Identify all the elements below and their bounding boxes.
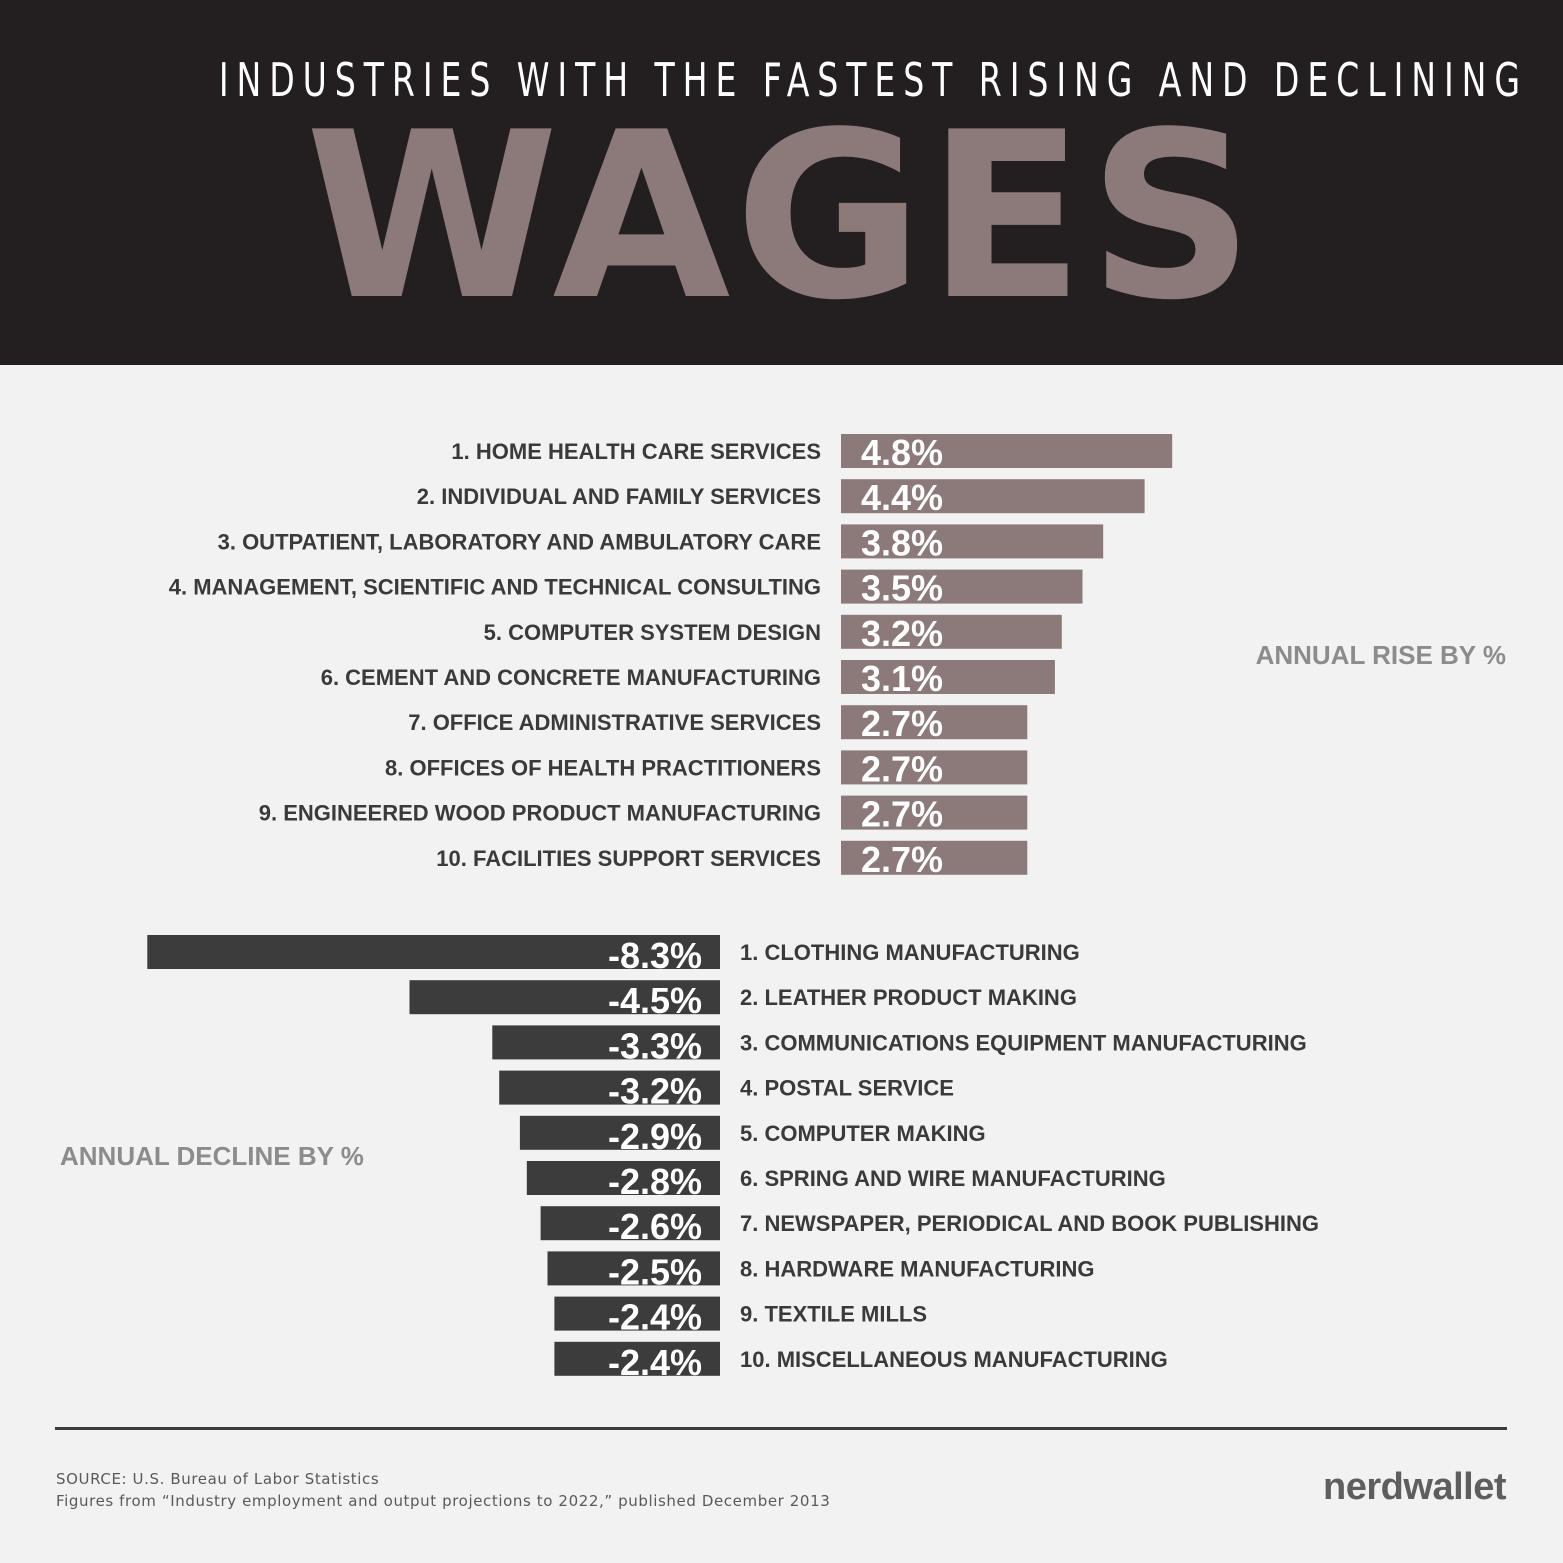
source-detail: Figures from “Industry employment and ou… xyxy=(56,1492,831,1510)
rise-value-label: 4.4% xyxy=(861,477,943,518)
rise-bar xyxy=(841,569,1083,604)
decline-value-label: -4.5% xyxy=(608,980,702,1021)
decline-value-label: -8.3% xyxy=(608,935,702,976)
rise-value-label: 2.7% xyxy=(861,748,943,789)
rise-bar xyxy=(841,660,1055,694)
decline-value-label: -2.6% xyxy=(608,1206,702,1247)
header-banner: INDUSTRIES WITH THE FASTEST RISING AND D… xyxy=(0,0,1563,365)
rise-value-label: 2.7% xyxy=(861,839,943,880)
rise-bar xyxy=(841,434,1173,468)
rise-bar xyxy=(841,795,1028,830)
rise-value-label: 4.8% xyxy=(861,432,943,473)
decline-value-label: -3.3% xyxy=(608,1025,702,1066)
decline-value-label: -2.8% xyxy=(608,1161,702,1202)
decline-bar xyxy=(499,1070,720,1105)
decline-bar xyxy=(554,1341,720,1376)
wage-bar-charts: 4.8% 1. HOME HEALTH CARE SERVICES 4.4% 2. I… xyxy=(60,432,1506,1383)
decline-category-label: 1. CLOTHING MANUFACTURING xyxy=(740,940,1080,965)
decline-bar xyxy=(526,1161,720,1195)
decline-category-label: 2. LEATHER PRODUCT MAKING xyxy=(740,985,1077,1010)
decline-value-label: -2.4% xyxy=(608,1342,702,1383)
header-subtitle: INDUSTRIES WITH THE FASTEST RISING AND D… xyxy=(218,53,1528,107)
rise-category-label: 7. OFFICE ADMINISTRATIVE SERVICES xyxy=(408,710,821,735)
rise-category-label: 4. MANAGEMENT, SCIENTIFIC AND TECHNICAL … xyxy=(169,575,821,600)
decline-value-label: -2.9% xyxy=(608,1116,702,1157)
rise-value-label: 3.8% xyxy=(861,522,943,563)
rise-value-label: 3.2% xyxy=(861,613,943,654)
rise-bar xyxy=(841,840,1028,875)
decline-bar xyxy=(540,1206,720,1241)
decline-bar xyxy=(519,1115,720,1150)
rise-bar xyxy=(841,750,1028,785)
decline-category-label: 9. TEXTILE MILLS xyxy=(740,1302,927,1327)
rise-bar xyxy=(841,479,1145,514)
rise-category-label: 2. INDIVIDUAL AND FAMILY SERVICES xyxy=(417,484,821,509)
decline-category-label: 5. COMPUTER MAKING xyxy=(740,1121,986,1146)
rise-value-label: 3.5% xyxy=(861,568,943,609)
decline-value-label: -2.5% xyxy=(608,1251,702,1292)
rise-category-label: 9. ENGINEERED WOOD PRODUCT MANUFACTURING xyxy=(259,801,821,826)
rise-chart-title: ANNUAL RISE BY % xyxy=(1256,640,1506,670)
rise-value-label: 2.7% xyxy=(861,794,943,835)
decline-value-label: -3.2% xyxy=(608,1071,702,1112)
rise-bar xyxy=(841,524,1104,559)
rise-value-label: 3.1% xyxy=(861,658,943,699)
decline-bar xyxy=(554,1296,720,1331)
decline-category-label: 10. MISCELLANEOUS MANUFACTURING xyxy=(740,1347,1168,1372)
brand-logo: nerdwallet xyxy=(1323,1466,1506,1508)
decline-chart: -8.3% 1. CLOTHING MANUFACTURING -4.5% 2. LE… xyxy=(60,935,1319,1383)
rise-category-label: 1. HOME HEALTH CARE SERVICES xyxy=(451,439,821,464)
rise-bar xyxy=(841,705,1028,740)
decline-value-label: -2.4% xyxy=(608,1297,702,1338)
decline-bar xyxy=(492,1025,720,1060)
rise-category-label: 10. FACILITIES SUPPORT SERVICES xyxy=(436,846,821,871)
decline-bar xyxy=(147,935,721,969)
rise-category-label: 6. CEMENT AND CONCRETE MANUFACTURING xyxy=(321,665,821,690)
source-note: SOURCE: U.S. Bureau of Labor Statistics … xyxy=(56,1468,830,1512)
decline-bar xyxy=(547,1251,720,1286)
rise-category-label: 3. OUTPATIENT, LABORATORY AND AMBULATORY… xyxy=(218,529,821,554)
decline-category-label: 8. HARDWARE MANUFACTURING xyxy=(740,1256,1094,1281)
decline-category-label: 7. NEWSPAPER, PERIODICAL AND BOOK PUBLIS… xyxy=(740,1211,1319,1236)
decline-bar xyxy=(409,980,720,1015)
rise-category-label: 5. COMPUTER SYSTEM DESIGN xyxy=(484,620,821,645)
header-title: WAGES xyxy=(305,84,1258,351)
decline-category-label: 4. POSTAL SERVICE xyxy=(740,1076,954,1101)
decline-category-label: 6. SPRING AND WIRE MANUFACTURING xyxy=(740,1166,1166,1191)
rise-value-label: 2.7% xyxy=(861,703,943,744)
rise-bar xyxy=(841,614,1062,649)
decline-chart-title: ANNUAL DECLINE BY % xyxy=(60,1141,364,1171)
rise-category-label: 8. OFFICES OF HEALTH PRACTITIONERS xyxy=(385,755,821,780)
source-line: SOURCE: U.S. Bureau of Labor Statistics xyxy=(56,1470,380,1488)
footer-divider xyxy=(55,1427,1507,1430)
decline-category-label: 3. COMMUNICATIONS EQUIPMENT MANUFACTURIN… xyxy=(740,1030,1307,1055)
rise-chart: 4.8% 1. HOME HEALTH CARE SERVICES 4.4% 2. I… xyxy=(169,432,1506,880)
